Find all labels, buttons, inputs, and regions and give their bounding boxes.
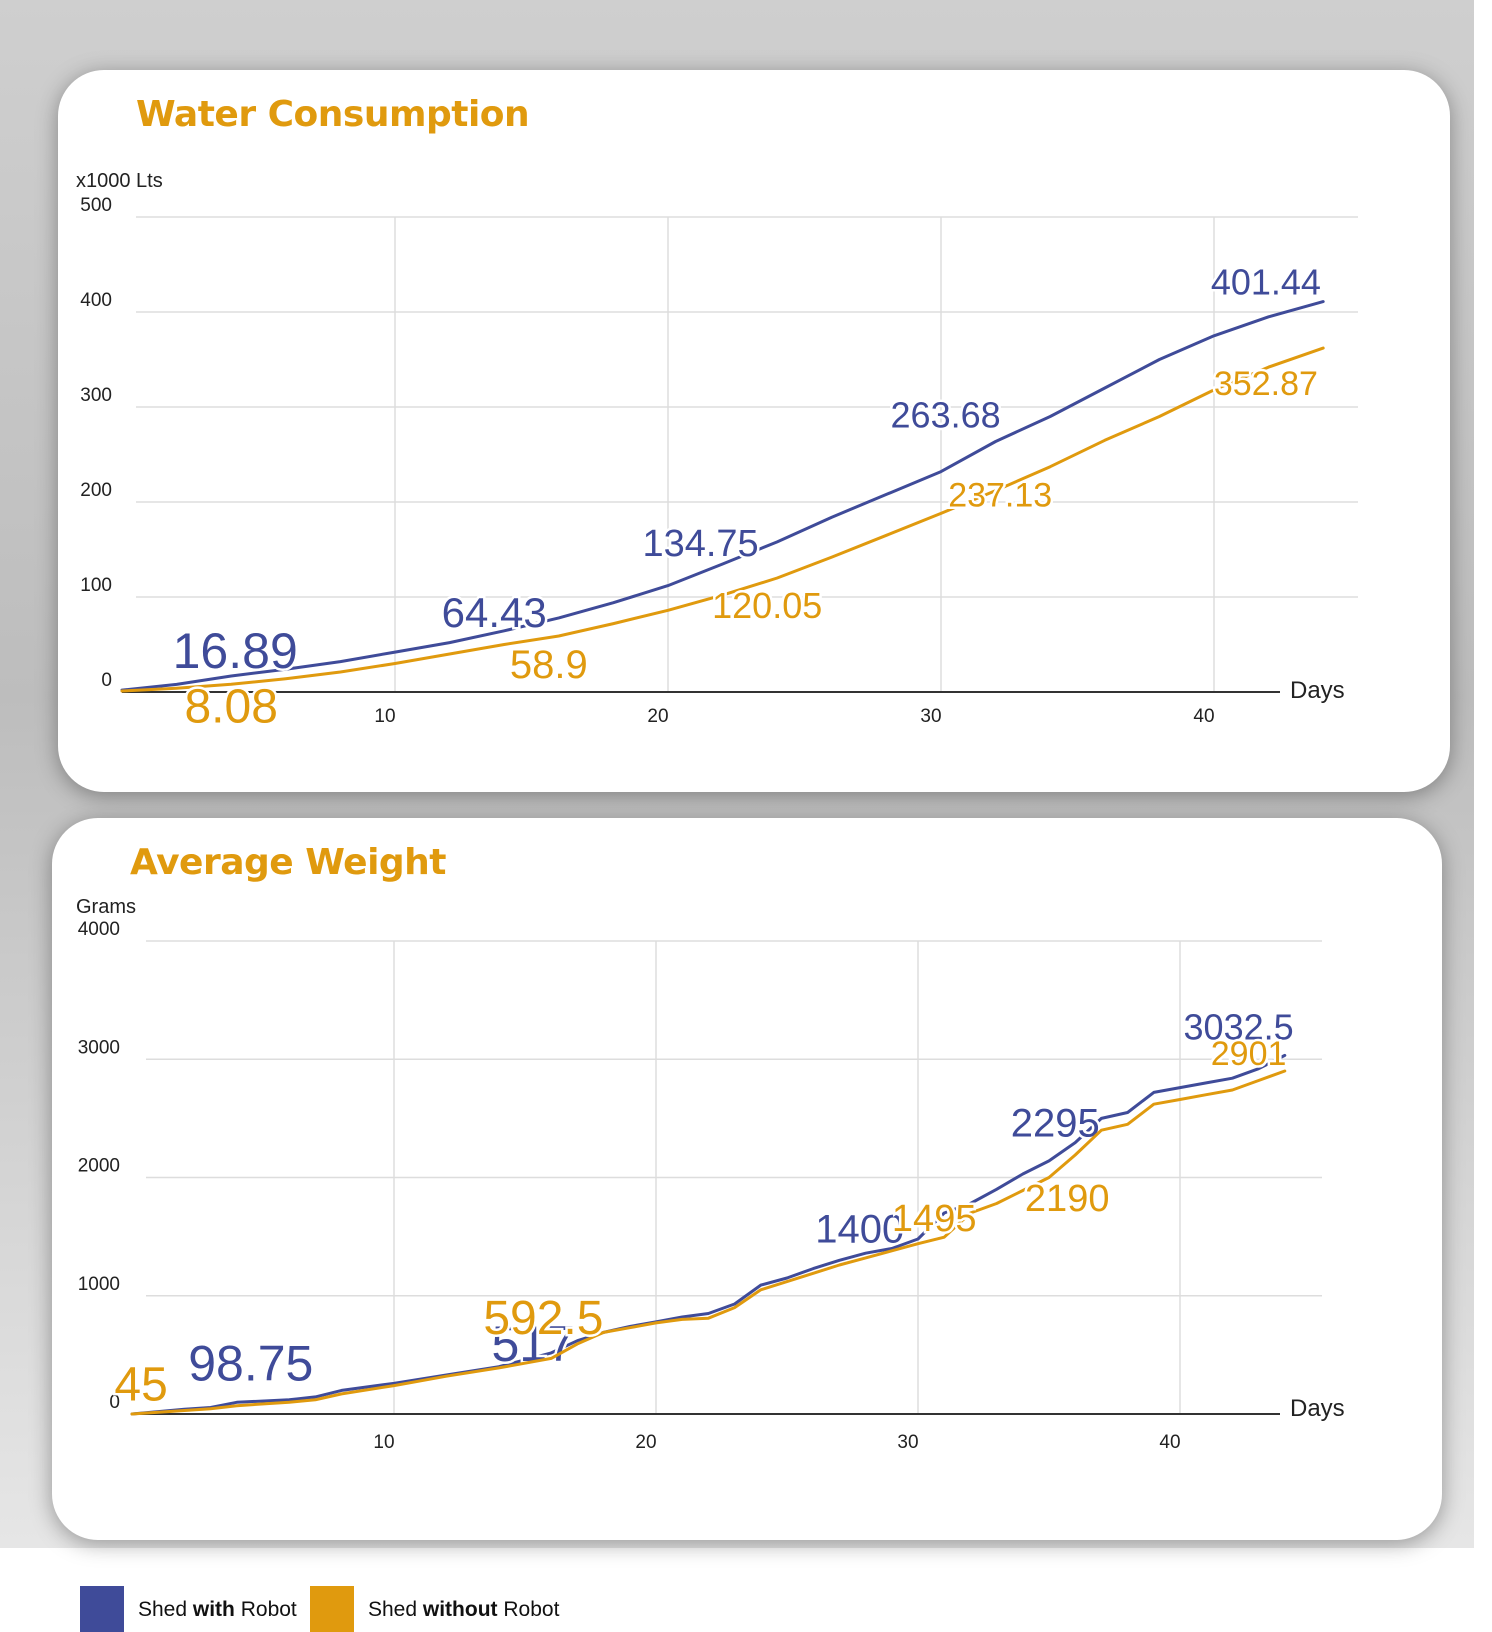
data-label: 45 (114, 1359, 167, 1412)
data-label: 8.08 (184, 680, 277, 733)
legend-label: Shed with Robot (138, 1598, 297, 1621)
chart-title: Average Weight (130, 842, 447, 883)
gridlines (146, 940, 1322, 1414)
legend-swatch-without-robot (310, 1586, 354, 1632)
data-label: 401.44 (1211, 262, 1321, 303)
series-line (130, 1069, 1287, 1416)
data-label: 1495 (892, 1198, 977, 1240)
x-tick-labels: 10 20 30 40 (373, 1432, 1180, 1453)
x-tick-label: 30 (920, 706, 941, 727)
y-tick-label: 3000 (78, 1037, 120, 1058)
data-label: 2901 (1211, 1035, 1287, 1073)
x-tick-label: 40 (1193, 706, 1214, 727)
data-label: 2190 (1025, 1178, 1110, 1220)
x-axis-label: Days (1290, 1395, 1345, 1422)
series-with-robot: 98.75 517 1400 2295 3032.5 (130, 1004, 1296, 1416)
y-tick-label: 0 (109, 1392, 120, 1413)
x-tick-label: 10 (374, 706, 395, 727)
data-label: 98.75 (188, 1335, 313, 1391)
x-tick-labels: 10 20 30 40 (374, 706, 1214, 727)
data-label: 16.89 (173, 623, 298, 679)
data-label: 517 (491, 1316, 574, 1372)
y-tick-labels: 0 1000 2000 3000 4000 (78, 919, 120, 1413)
data-label: 120.05 (712, 585, 822, 626)
legend-label: Shed without Robot (368, 1598, 560, 1621)
gridlines (136, 216, 1358, 692)
x-axis-label: Days (1290, 677, 1345, 704)
x-tick-label: 10 (373, 1432, 394, 1453)
data-label: 263.68 (891, 395, 1001, 436)
water-consumption-card: Water Consumption x1000 Lts 0 100 200 300 40… (58, 70, 1450, 792)
y-tick-label: 1000 (78, 1274, 120, 1295)
series-line (120, 346, 1325, 693)
y-tick-label: 500 (80, 195, 112, 216)
y-axis-unit-label: x1000 Lts (76, 170, 163, 192)
series-without-robot: 45 592.5 1495 2190 2901 (112, 1032, 1289, 1416)
series-without-robot: 8.08 58.9 120.05 237.13 352.87 (120, 346, 1325, 736)
data-label: 64.43 (442, 589, 547, 636)
legend-swatch-with-robot (80, 1586, 124, 1632)
data-label: 134.75 (642, 523, 758, 565)
data-label: 1400 (815, 1207, 904, 1251)
average-weight-chart: 0 1000 2000 3000 4000 10 20 30 40 Days 98.75 517 140… (78, 919, 1345, 1453)
x-tick-label: 40 (1159, 1432, 1180, 1453)
y-tick-label: 0 (101, 670, 112, 691)
data-label: 592.5 (483, 1292, 603, 1345)
series-line (120, 300, 1325, 692)
series-line (130, 1053, 1287, 1416)
y-tick-label: 4000 (78, 919, 120, 940)
series-with-robot: 16.89 64.43 134.75 263.68 401.44 (120, 259, 1325, 692)
x-tick-label: 20 (647, 706, 668, 727)
data-label: 3032.5 (1184, 1006, 1294, 1047)
y-tick-labels: 0 100 200 300 400 500 (80, 195, 112, 691)
y-axis-unit-label: Grams (76, 896, 136, 918)
data-label: 58.9 (510, 643, 588, 687)
data-label: 2295 (1011, 1102, 1100, 1146)
water-consumption-chart: 0 100 200 300 400 500 10 20 30 40 Days 16.89 64.43 13… (80, 195, 1358, 736)
chart-title: Water Consumption (136, 94, 530, 135)
y-tick-label: 100 (80, 575, 112, 596)
average-weight-card: Average Weight Grams 0 1000 2000 3000 4000 10… (52, 818, 1442, 1540)
y-tick-label: 300 (80, 385, 112, 406)
y-tick-label: 400 (80, 290, 112, 311)
data-label: 237.13 (948, 477, 1052, 515)
y-tick-label: 200 (80, 480, 112, 501)
x-tick-label: 30 (897, 1432, 918, 1453)
x-tick-label: 20 (635, 1432, 656, 1453)
data-label: 352.87 (1214, 365, 1318, 403)
y-tick-label: 2000 (78, 1156, 120, 1177)
